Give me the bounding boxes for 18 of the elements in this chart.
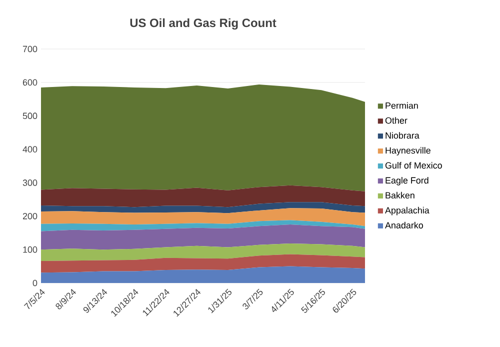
y-tick-label: 0	[32, 280, 38, 286]
legend-label: Niobrara	[386, 132, 420, 139]
y-tick-label: 100	[23, 246, 38, 253]
legend-label: Other	[385, 117, 408, 124]
y-tick-label: 500	[22, 112, 38, 120]
legend-label: Haynesville	[386, 147, 430, 156]
legend-label: Appalachia	[385, 206, 430, 216]
y-tick-label: 300	[22, 180, 38, 186]
y-tick-label: 600	[22, 79, 38, 86]
legend-label: Bakken	[386, 192, 414, 199]
legend-label: Eagle Ford	[386, 176, 428, 186]
chart-title: US Oil and Gas Rig Count	[130, 18, 276, 30]
legend-label: Gulf of Mexico	[385, 162, 442, 169]
y-tick-label: 400	[22, 146, 38, 152]
legend-label: Permian	[386, 102, 418, 109]
y-tick-label: 200	[22, 212, 38, 220]
legend-label: Anadarko	[385, 222, 424, 228]
y-tick-label: 700	[22, 46, 38, 52]
